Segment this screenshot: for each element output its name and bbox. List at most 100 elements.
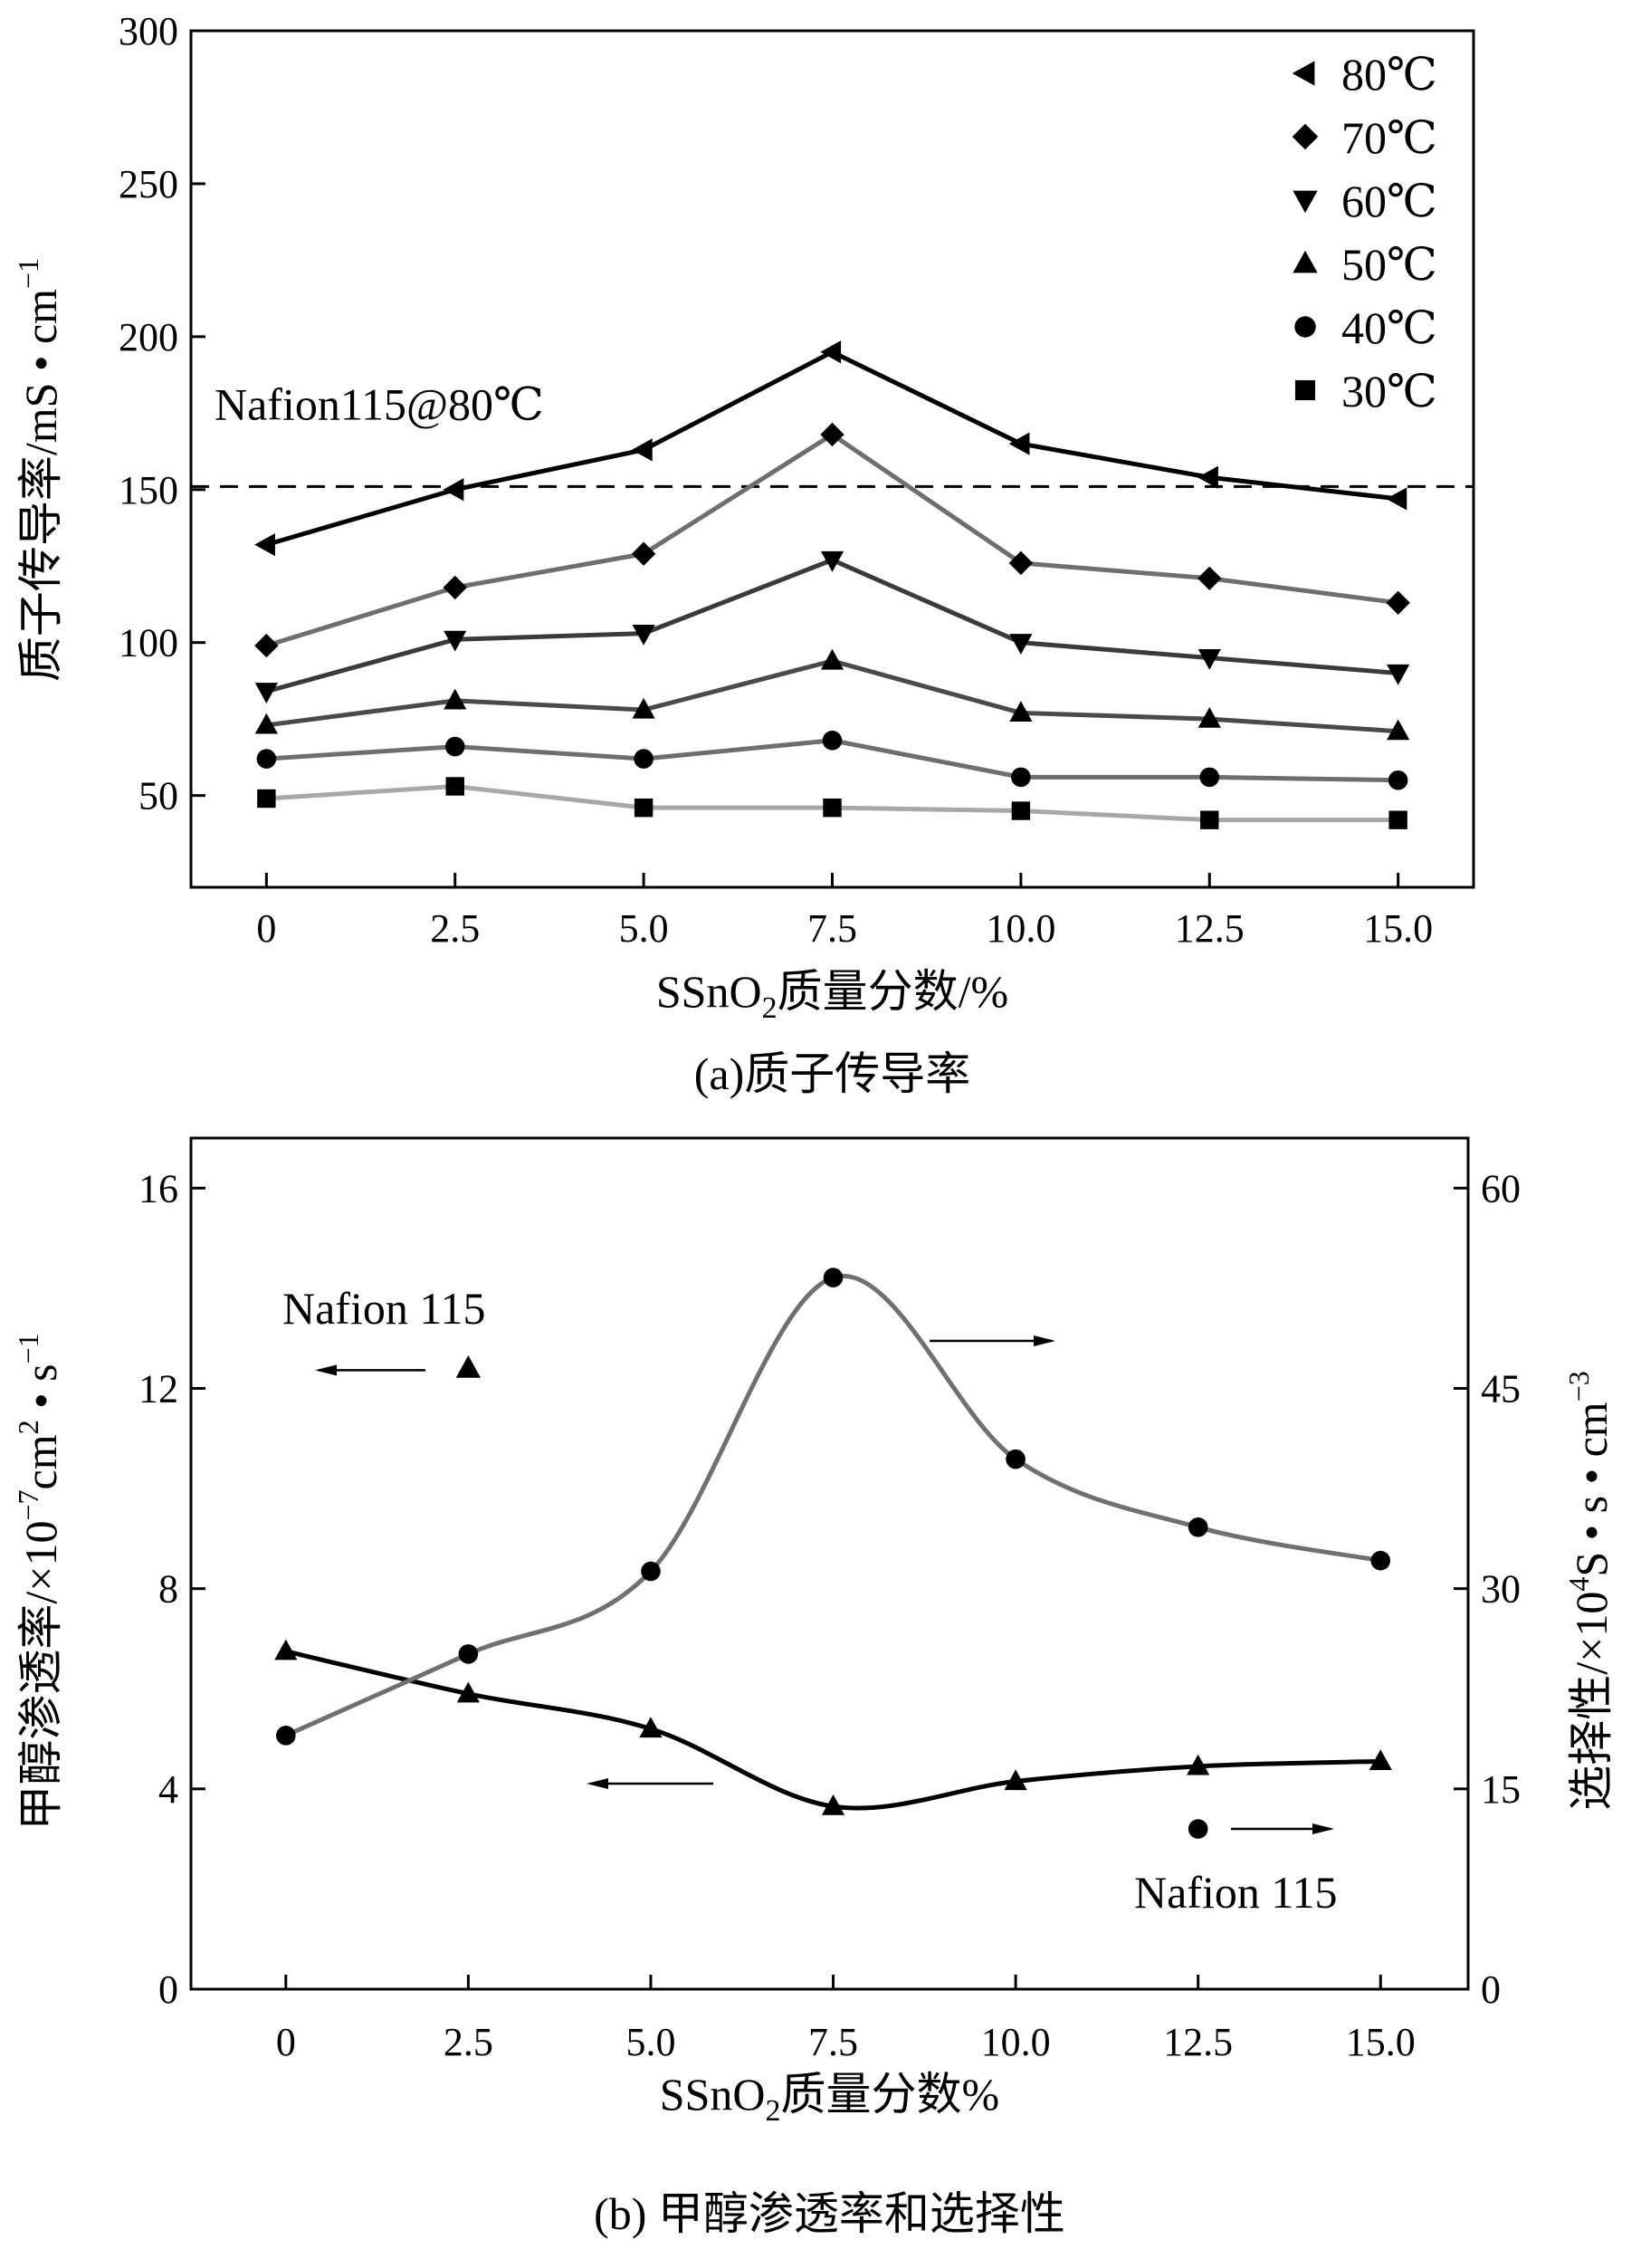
data-point: [254, 633, 279, 658]
data-point: [1197, 706, 1221, 728]
data-point: [1011, 767, 1031, 788]
data-point: [634, 749, 654, 769]
data-point: [820, 550, 844, 572]
data-point: [456, 1681, 480, 1703]
data-point: [1009, 634, 1033, 655]
x-axis-label: SSnO2质量分数%: [660, 2069, 999, 2128]
data-point: [1008, 550, 1034, 576]
data-point: [1188, 1517, 1208, 1537]
x-tick-label: 7.5: [808, 2020, 858, 2064]
legend-marker: [1292, 123, 1319, 150]
data-point: [257, 789, 276, 809]
y-tick-label: 100: [119, 621, 178, 665]
x-tick-label: 10.0: [981, 2020, 1051, 2064]
data-point: [639, 1717, 663, 1738]
data-point: [1386, 590, 1410, 615]
x-tick-label: 7.5: [807, 906, 857, 951]
x-tick-label: 10.0: [986, 906, 1055, 951]
data-point: [1006, 1449, 1026, 1469]
data-point: [821, 1794, 845, 1815]
nafion-selectivity-label: Nafion 115: [1134, 1867, 1338, 1918]
data-point: [1388, 810, 1407, 829]
y-right-axis-label: 选择性/×104S • s • cm−3: [1562, 1371, 1617, 1811]
data-point: [1387, 719, 1410, 741]
series-curve: [284, 1273, 1381, 1738]
chart-b-methanol-permeability-selectivity: 0 4 8 12 16 0 15 30 45 60 0 2.5 5.0 7.5 10.0 12.5 15.0 Na…: [12, 1136, 1617, 2239]
arrow-permeability-to-left-axis-head: [587, 1778, 608, 1789]
data-point: [1387, 664, 1410, 685]
y-left-tick-label: 16: [138, 1166, 178, 1211]
plot-frame: [189, 1136, 1470, 1991]
data-point: [1370, 1550, 1391, 1571]
nafion-permeability-label: Nafion 115: [282, 1283, 486, 1334]
series-选择性: [276, 1268, 1391, 1746]
data-point: [445, 777, 464, 796]
data-point: [1187, 1754, 1210, 1775]
legend-marker: [1293, 190, 1318, 214]
x-tick-label: 2.5: [444, 2020, 493, 2064]
data-point: [1197, 566, 1222, 590]
legend-label: 80℃: [1341, 49, 1437, 100]
series-甲醇渗透率: [274, 1639, 1392, 1815]
series-80℃: [254, 340, 1407, 557]
x-tick-label: 0: [256, 906, 276, 951]
data-point: [443, 478, 464, 502]
arrow-selectivity-to-right-axis-head: [1034, 1335, 1055, 1346]
data-point: [822, 731, 843, 751]
x-tick-label: 12.5: [1163, 2020, 1233, 2064]
series-60℃: [254, 550, 1410, 703]
legend-label: 50℃: [1341, 239, 1437, 290]
data-point: [276, 1726, 296, 1746]
y-right-tick-label: 60: [1481, 1166, 1521, 1211]
plot-frame: [189, 29, 1475, 889]
y-tick-label: 300: [119, 9, 178, 53]
y-tick-label: 200: [119, 315, 178, 359]
y-axis-label: 质子传导率/mS • cm−1: [12, 258, 66, 682]
caption-a: (a)质子传导率: [694, 1048, 971, 1099]
legend-marker: [1292, 61, 1315, 86]
data-point: [1369, 1749, 1392, 1771]
nafion-reference-label: Nafion115@80℃: [215, 378, 544, 429]
data-point: [1197, 465, 1218, 489]
data-point: [823, 1268, 844, 1287]
data-point: [631, 438, 653, 462]
data-point: [632, 697, 655, 719]
x-tick-label: 12.5: [1175, 906, 1245, 951]
data-point: [444, 630, 467, 652]
caption-b: (b) 甲醇渗透率和选择性: [594, 2188, 1065, 2239]
series-line: [265, 431, 1398, 648]
data-point: [256, 749, 277, 769]
arrow-left-nafion-head: [315, 1364, 337, 1376]
data-point: [1004, 1769, 1027, 1791]
x-axis-label: SSnO2质量分数/%: [656, 966, 1008, 1025]
y-tick-label: 50: [138, 774, 178, 818]
data-point: [1388, 770, 1408, 790]
data-point: [641, 1561, 661, 1582]
y-right-tick-label: 45: [1481, 1366, 1521, 1411]
y-tick-label: 150: [119, 468, 178, 512]
legend-label: 30℃: [1341, 366, 1437, 416]
data-point: [823, 798, 842, 818]
data-point: [1009, 701, 1033, 723]
y-left-tick-label: 12: [138, 1366, 178, 1411]
series-30℃: [257, 777, 1407, 829]
x-tick-label: 5.0: [625, 2020, 675, 2064]
series-curve: [285, 1649, 1381, 1811]
data-point: [254, 533, 275, 557]
legend-label: 40℃: [1341, 302, 1437, 353]
data-point: [444, 736, 465, 757]
y-right-tick-label: 0: [1481, 1967, 1501, 2012]
data-point: [1200, 810, 1219, 829]
x-tick-label: 5.0: [619, 906, 669, 951]
data-point: [1197, 649, 1221, 670]
legend-marker: [1294, 379, 1316, 401]
data-point: [820, 422, 844, 447]
x-tick-label: 15.0: [1363, 906, 1433, 951]
y-left-tick-label: 0: [158, 1967, 178, 2012]
y-tick-label: 250: [119, 162, 178, 206]
data-point: [820, 340, 842, 364]
data-point: [632, 624, 655, 646]
series-line: [266, 658, 1398, 734]
legend-label: 60℃: [1341, 176, 1437, 226]
